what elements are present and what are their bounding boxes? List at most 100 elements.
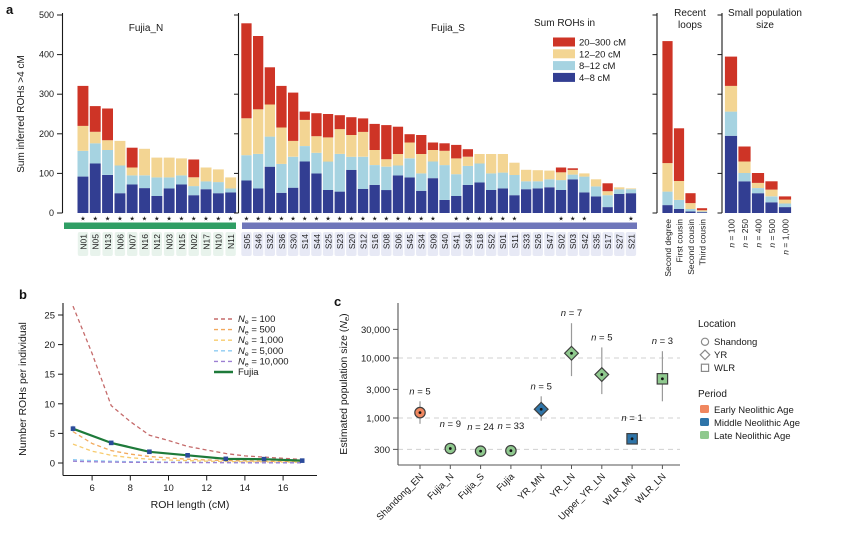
b-xtick-label: 8 [128,483,133,494]
bar-segment [555,190,567,213]
a-legend-swatch [553,49,575,59]
bar-segment [322,161,334,190]
b-legend-label: Ne = 5,000 [238,346,283,358]
n-count-label: n = 5 [409,386,430,397]
bar-segment [404,177,415,213]
bar-label-pill [90,232,101,256]
bar-segment [724,135,738,213]
bar-segment [724,85,738,112]
series-Ne1000 [72,443,303,463]
bar-segment [334,129,345,154]
bar-N13: ★ N13 [102,108,113,256]
bar-label: S26 [533,234,543,249]
data-point-marker [108,440,114,446]
bar-segment [241,23,252,119]
bar-S44: ★ S44 [311,113,322,256]
bar-label: S06 [393,234,403,249]
bar-label: S45 [405,234,415,249]
bar-label: S09 [428,234,438,249]
group-title: Fujia_N [129,23,163,34]
bar-label: S01 [498,234,508,249]
bar-N16: ★ N16 [139,148,150,256]
star-marker: ★ [80,216,85,223]
point-center-dot [570,351,573,355]
bar-segment [346,117,357,135]
bar-label-pill [163,232,175,256]
bar-label: S44 [312,234,322,249]
bar-label: N03 [165,234,175,250]
bar-segment [751,188,765,194]
bar-segment [497,188,508,213]
b-y-axis-title: Number ROHs per individual [17,322,29,456]
group-band [64,222,236,229]
bar-label-pill [188,232,199,256]
bar-label-pill [334,232,345,256]
bar-segment [544,170,555,180]
bar-label: S17 [603,234,613,249]
bar-S46: ★ S46 [252,36,264,256]
bar-S17: S17 [602,183,613,256]
bar-label-pill [532,232,543,256]
legend-label: Early Neolithic Age [714,405,794,416]
bar-label: N07 [128,234,138,250]
c-ytick-label: 30,000 [361,325,390,336]
b-ytick-label: 10 [44,399,55,410]
bar-label-pill [102,232,113,256]
series-Ne100 [72,305,303,461]
bar-S26: S26 [532,170,543,256]
bar-segment [427,178,439,213]
bar-label-pill [392,232,404,256]
bar-N02: ★ N02 [188,159,200,256]
bar-label: n = 500 [767,219,777,248]
bar-label-pill [381,232,392,256]
bar-Secondcousin: Second cousin [685,193,696,275]
bar-segment [346,156,357,170]
bar-segment [311,173,322,213]
bar-segment [322,114,334,138]
bar-label: n = 400 [753,219,763,248]
bar-segment [765,189,778,197]
bar-segment [276,163,287,193]
bar-segment [724,56,738,86]
bar-segment [439,165,450,200]
group-title: Fujia_S [431,23,465,34]
legend-label: Middle Neolithic Age [714,418,800,429]
bar-segment [264,67,275,105]
bar-segment [590,179,602,187]
bar-segment [77,125,89,151]
point-YR_MN: n = 5 [530,381,552,421]
b-xtick-label: 16 [278,483,289,494]
bar-segment [662,191,673,206]
bar-label-pill [602,232,613,256]
bar-segment [102,140,113,150]
bar-N01: ★ N01 [77,85,89,256]
bar-segment [555,172,567,181]
bar-segment [778,207,792,213]
bar-label-pill [287,232,299,256]
star-marker: ★ [267,216,272,223]
bar-segment [751,193,765,213]
point-Upper_YR_LN: n = 5 [591,332,613,395]
group-title: loops [678,20,702,31]
bar-S36: ★ S36 [276,85,287,256]
bar-segment [139,148,150,176]
bar-segment [89,106,101,132]
bar-label: N17 [201,234,211,250]
bar-segment [212,193,224,213]
star-marker: ★ [179,216,184,223]
star-marker: ★ [372,216,377,223]
legend-location-Shandong: Shandong [700,337,757,348]
bar-S12: ★ S12 [357,118,368,256]
bar-label-pill [276,232,287,256]
bar-S27: S27 [614,187,625,256]
bar-label-pill [544,232,555,256]
bar-segment [521,181,532,190]
bar-segment [416,173,427,191]
bar-S23: ★ S23 [334,115,345,256]
bar-N11: ★ N11 [225,177,237,256]
bar-segment [139,188,150,213]
bar-label-pill [311,232,322,256]
bar-segment [253,188,264,213]
bar-segment [462,149,473,157]
star-marker: ★ [130,216,135,223]
